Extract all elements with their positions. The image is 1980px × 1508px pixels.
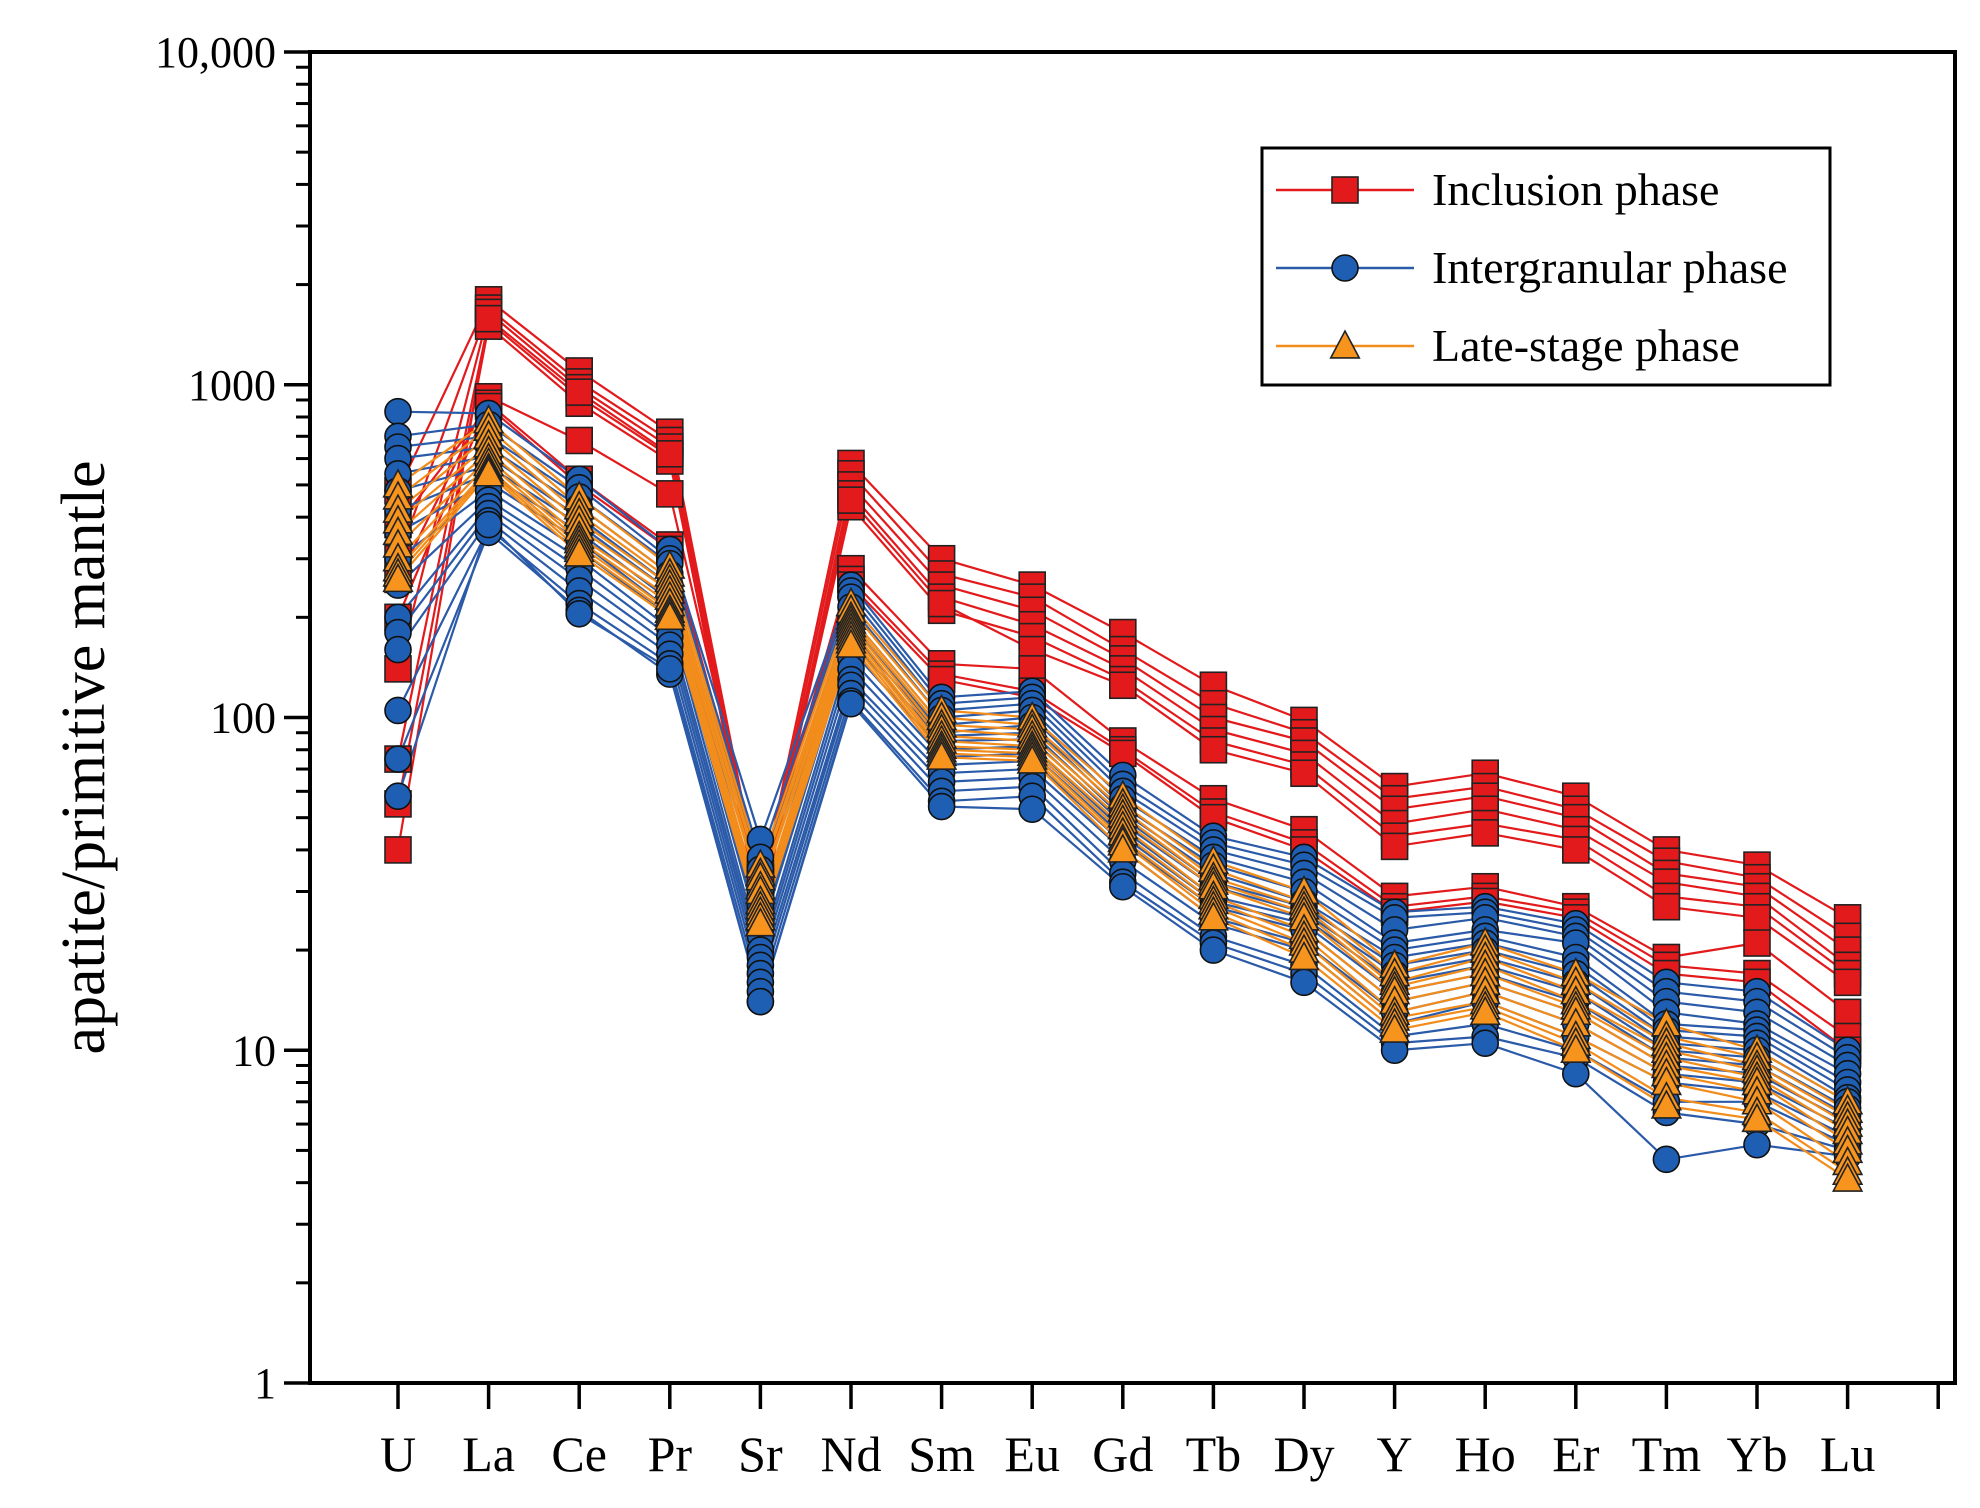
data-point-circle-16-Tm (1652, 1145, 1681, 1174)
y-tick-label: 10,000 (155, 28, 276, 77)
data-point-triangle-10-Tm (1650, 1089, 1683, 1119)
data-point-triangle-10-Gd (1107, 833, 1139, 863)
data-point-triangle-10-Tb (1197, 901, 1230, 931)
data-point-triangle-10-La (472, 457, 505, 487)
data-point-square-6-Lu (1833, 968, 1862, 997)
data-point-triangle-10-U (382, 562, 414, 593)
x-tick-label-Sm: Sm (908, 1426, 975, 1482)
data-point-triangle-10-Sr (744, 907, 777, 937)
data-point-circle-16-Tb (1199, 936, 1228, 964)
data-point-circle-16-La (474, 510, 503, 539)
series-line-square-8 (396, 402, 1849, 1038)
y-tick-label: 1 (254, 1359, 276, 1408)
axes: 1 10 100 1000 10,000 U La Ce Pr Sr Nd Sm Eu Gd Tb Dy Y Ho… (50, 28, 1957, 1482)
x-tick-label-Er: Er (1552, 1426, 1600, 1482)
data-point-square-6-Gd (1109, 671, 1137, 700)
legend-marker-triangle (1329, 329, 1361, 359)
data-point-circle-16-Sr (746, 987, 775, 1016)
data-point-square-7-Ce (565, 426, 594, 455)
data-point-circle-14-U (384, 696, 412, 725)
data-point-square-6-Er (1562, 836, 1590, 864)
data-point-circle-16-Eu (1018, 795, 1046, 824)
x-tick-label-Sr: Sr (738, 1426, 783, 1482)
data-point-triangle-10-Lu (1831, 1162, 1864, 1192)
x-tick-label-Ho: Ho (1455, 1426, 1516, 1482)
data-point-circle-16-Pr (655, 655, 684, 683)
legend: Inclusion phase Intergranular phase Late-s… (1260, 146, 1832, 387)
data-point-square-6-U (384, 836, 412, 864)
legend-label-triangle: Late-stage phase (1432, 320, 1740, 371)
data-point-circle-16-Sm (927, 792, 956, 821)
x-tick-label-La: La (462, 1426, 515, 1482)
series-markers (382, 286, 1864, 1192)
x-tick-label-U: U (380, 1426, 416, 1482)
data-point-square-7-Lu (1833, 998, 1862, 1027)
series-line-square-7 (397, 395, 1849, 1014)
data-point-triangle-10-Pr (654, 600, 686, 631)
legend-marker-square (1331, 176, 1359, 204)
data-point-square-6-Nd (837, 486, 865, 514)
x-tick-label-Pr: Pr (648, 1426, 693, 1482)
legend-label-circle: Intergranular phase (1432, 242, 1788, 293)
x-tick-label-Lu: Lu (1820, 1426, 1876, 1482)
data-point-circle-16-U (384, 782, 412, 811)
x-tick-label-Ce: Ce (551, 1426, 607, 1482)
y-tick-label: 10 (232, 1026, 276, 1075)
data-point-square-6-Ho (1471, 819, 1499, 847)
legend-marker-circle (1331, 254, 1359, 282)
data-point-square-6-Y (1380, 832, 1409, 861)
data-point-circle-16-Gd (1109, 872, 1137, 901)
data-point-triangle-10-Ce (563, 537, 595, 567)
x-tick-label-Y: Y (1377, 1426, 1413, 1482)
data-point-circle-16-Ho (1471, 1029, 1499, 1057)
data-point-square-6-Tb (1199, 735, 1228, 764)
x-tick-label-Tm: Tm (1632, 1426, 1702, 1482)
data-point-triangle-10-Y (1378, 1013, 1411, 1043)
data-point-circle-16-Yb (1743, 1130, 1771, 1159)
y-tick-label: 100 (210, 694, 276, 743)
data-point-square-6-Pr (655, 440, 684, 468)
data-point-circle-1-U (384, 397, 412, 426)
data-point-triangle-10-Sm (925, 740, 958, 770)
data-point-square-6-La (474, 304, 503, 333)
data-point-circle-16-Er (1562, 1059, 1590, 1088)
data-point-circle-16-Dy (1290, 968, 1318, 997)
data-point-square-6-Dy (1290, 759, 1318, 788)
data-point-triangle-10-Er (1560, 1033, 1592, 1064)
x-tick-label-Yb: Yb (1726, 1426, 1787, 1482)
data-point-triangle-10-Eu (1016, 744, 1048, 774)
data-point-square-6-Tm (1652, 892, 1681, 921)
data-point-circle-15-U (384, 745, 412, 773)
data-point-circle-13-U (384, 635, 412, 664)
x-tick-label-Tb: Tb (1186, 1426, 1242, 1482)
data-point-square-6-Sm (927, 589, 956, 618)
x-tick-label-Dy: Dy (1273, 1426, 1334, 1482)
y-tick-label: 1000 (188, 361, 276, 410)
x-tick-label-Nd: Nd (820, 1426, 881, 1482)
data-point-square-7-Yb (1743, 929, 1771, 957)
data-point-triangle-10-Dy (1288, 940, 1320, 971)
data-point-square-7-Pr (655, 480, 684, 508)
data-point-triangle-10-Ho (1469, 995, 1501, 1026)
data-point-circle-16-Nd (837, 689, 865, 718)
data-point-square-6-Ce (565, 378, 594, 406)
data-point-triangle-10-Yb (1741, 1102, 1773, 1133)
x-tick-label-Eu: Eu (1004, 1426, 1060, 1482)
data-point-square-6-Yb (1743, 904, 1771, 932)
y-axis-title: apatite/primitive mantle (50, 461, 118, 1055)
data-point-circle-16-Ce (565, 599, 594, 628)
legend-label-square: Inclusion phase (1432, 164, 1719, 215)
x-tick-label-Gd: Gd (1092, 1426, 1153, 1482)
data-point-triangle-10-Nd (835, 628, 867, 658)
